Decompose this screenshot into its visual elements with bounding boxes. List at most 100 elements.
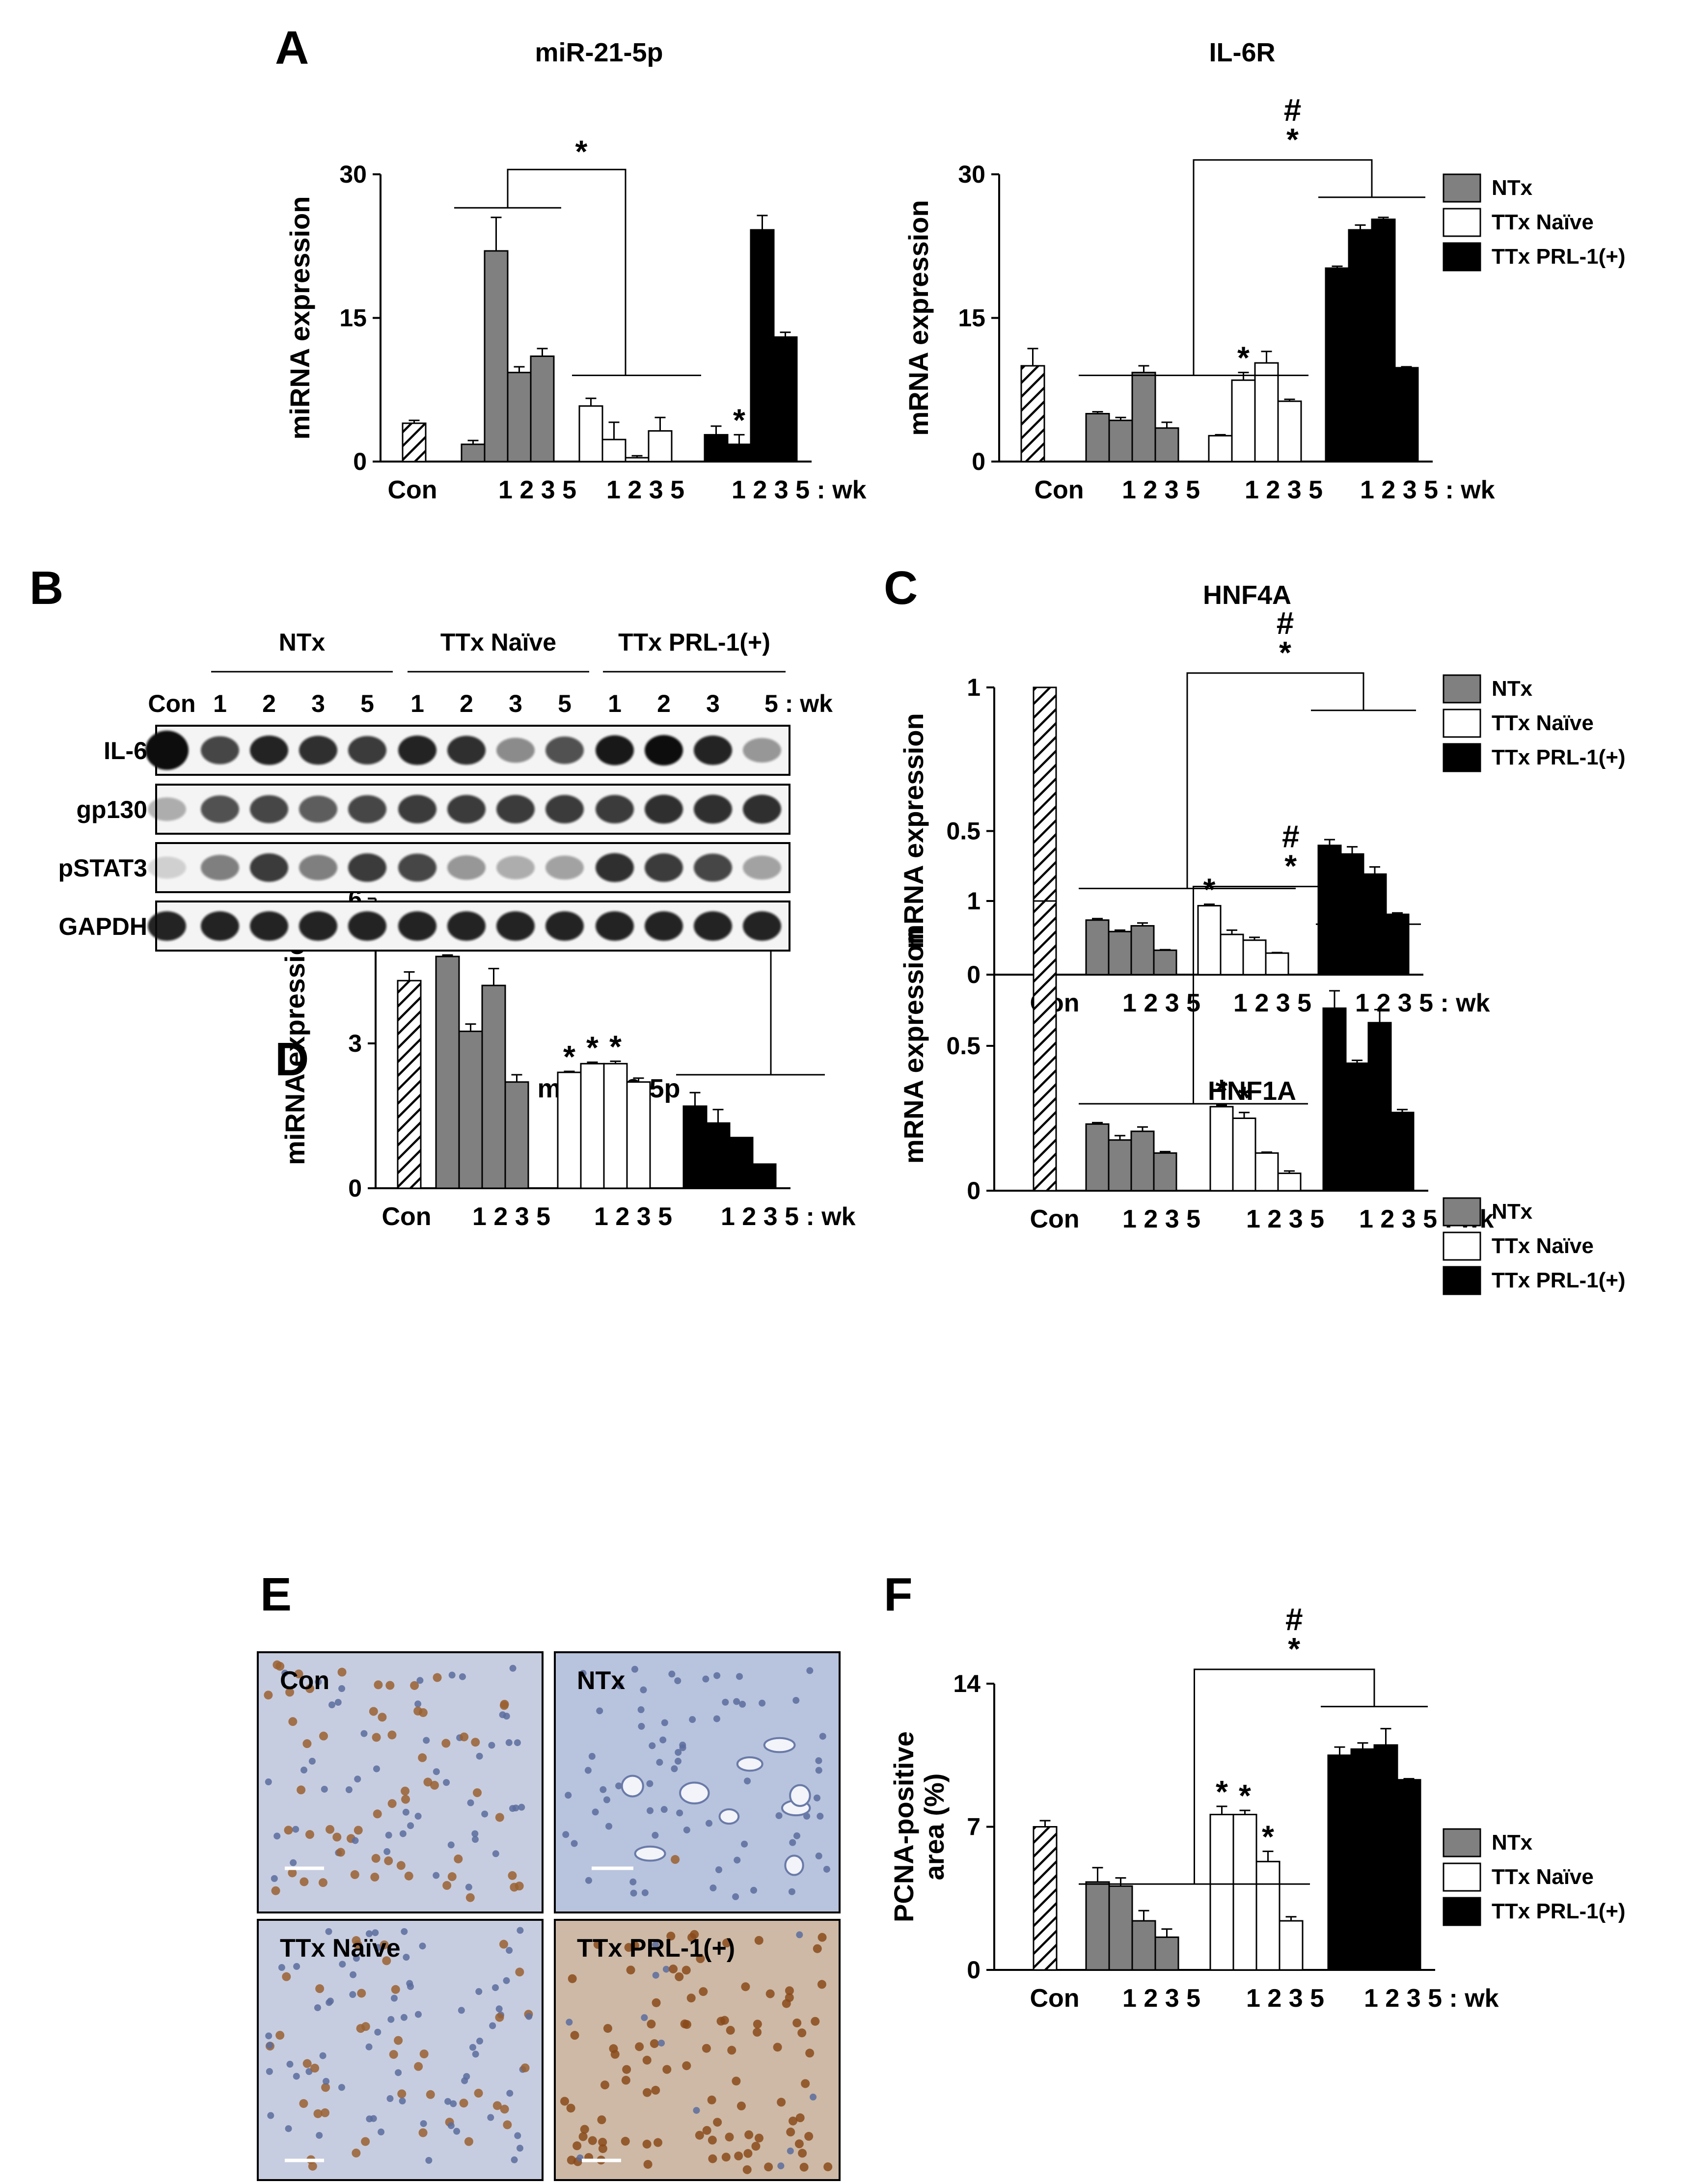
bar-s0-w3 [1153, 1152, 1177, 1192]
histology-nucleus [495, 1813, 504, 1822]
histology-nucleus [660, 1806, 668, 1813]
blot-lane-label: 1 [213, 690, 227, 717]
histology-nucleus [444, 2098, 452, 2105]
histology-nucleus [777, 2162, 785, 2170]
histology-nucleus [690, 1930, 699, 1939]
histology-nucleus [354, 1826, 363, 1835]
blot-lane-label: 2 [460, 690, 473, 717]
legend-swatch [1443, 1828, 1481, 1857]
histology-nucleus [721, 2153, 731, 2162]
histology-nucleus [713, 2118, 722, 2127]
histology-nucleus [374, 2028, 381, 2036]
histology-nucleus [572, 2141, 582, 2151]
histology-nucleus [516, 2145, 523, 2152]
histology-nucleus [725, 2132, 734, 2142]
histology-nucleus [656, 1759, 663, 1766]
x-group-label: 1 2 3 5 [472, 1202, 550, 1231]
histology-nucleus [401, 1786, 410, 1796]
x-group-label: 1 2 3 5 [1122, 1984, 1200, 2013]
blot-band [145, 731, 189, 770]
legend-swatch [1443, 1897, 1481, 1926]
chart-title: IL-6R [1209, 38, 1276, 67]
histology-nucleus [384, 1856, 393, 1865]
x-group-label: 1 2 3 5 [1246, 1984, 1324, 2013]
histology-nucleus [369, 1707, 378, 1716]
blot-row-label: IL-6 [104, 737, 147, 764]
histology-nucleus [732, 1893, 739, 1900]
blot-band [694, 911, 732, 941]
histology-nucleus [753, 2027, 762, 2037]
histology-nucleus [739, 1700, 746, 1708]
bar-s1-w2 [603, 1063, 628, 1189]
histology-nucleus [713, 1715, 720, 1722]
x-group-label: 1 2 3 5 [498, 476, 576, 504]
significance-star: * [1262, 1819, 1274, 1854]
histology-nucleus [472, 2050, 479, 2058]
histology-nucleus [327, 1997, 334, 2005]
histology-nucleus [668, 1670, 676, 1678]
histology-nucleus [560, 2097, 570, 2106]
histology-nucleus [785, 1993, 794, 2002]
histology-nucleus [686, 1993, 696, 2003]
x-group-label: 1 2 3 5 [594, 1202, 672, 1231]
bar-s2-w3 [752, 1163, 777, 1189]
panel-label-c: C [884, 562, 918, 614]
histology-duct [718, 1808, 740, 1825]
bar-s1-w1 [1232, 1118, 1256, 1192]
histology-nucleus [489, 2022, 496, 2029]
y-tick-label: 15 [958, 304, 985, 332]
histology-nucleus [378, 1713, 387, 1722]
histology-nucleus [305, 1684, 315, 1693]
bar-s0-w3 [1153, 949, 1177, 976]
histology-nucleus [511, 2156, 518, 2163]
blot-band [743, 855, 781, 880]
blot-band [398, 911, 436, 941]
histology-nucleus [588, 1753, 596, 1760]
legend-swatch [1443, 674, 1481, 704]
histology-nucleus [353, 1955, 360, 1962]
histology-nucleus [675, 1748, 682, 1756]
histology-nucleus [786, 2128, 795, 2137]
histology-nucleus [813, 1794, 820, 1802]
histology-nucleus [708, 2135, 717, 2145]
bar-s0-w1 [1108, 930, 1132, 976]
blot-band [250, 853, 288, 882]
bar-s0-w0 [1085, 919, 1110, 976]
histology-nucleus [433, 1872, 440, 1879]
bar-s1-w2 [1242, 939, 1267, 976]
histology-panels: Con NTx TTx Naïve TTx PRL-1(+) [257, 1651, 841, 2181]
histology-nucleus [275, 1662, 285, 1671]
bracket-connector [1193, 886, 1369, 1104]
blot-band [447, 855, 486, 880]
histology-nucleus [732, 2076, 741, 2086]
histology-nucleus [402, 1808, 409, 1816]
histology-nucleus [273, 1832, 281, 1840]
histology-nucleus [407, 1822, 414, 1829]
x-group-label: 1 2 3 5 [606, 476, 684, 504]
histology-nucleus [652, 1998, 661, 2007]
histology-nucleus [318, 1878, 327, 1887]
histology-nucleus [793, 1832, 801, 1839]
histology-nucleus [795, 2113, 805, 2123]
bar-s1-w3 [1277, 400, 1302, 463]
histology-nucleus [662, 1966, 670, 1973]
histology-nucleus [481, 1810, 489, 1818]
x-group-label: 1 2 3 5 [1122, 1205, 1200, 1233]
histology-panel [257, 1919, 544, 2181]
histology-nucleus [805, 2048, 815, 2058]
blot-band [201, 911, 239, 941]
histology-nucleus [416, 1677, 424, 1684]
bar-s0-w1 [1108, 1139, 1132, 1192]
bar-s0-w3 [530, 355, 555, 463]
bar-s1-w0 [1209, 1106, 1234, 1192]
histology-nucleus [599, 1786, 607, 1793]
bar-s0-w0 [1085, 1123, 1110, 1192]
panel-label-d: D [275, 1033, 309, 1086]
histology-nucleus [467, 1799, 474, 1806]
histology-nucleus [576, 2154, 584, 2161]
histology-nucleus [423, 1737, 430, 1744]
blot-band [596, 735, 634, 765]
histology-nucleus [796, 1931, 803, 1938]
bar-s1-w3 [1279, 1920, 1304, 1971]
histology-nucleus [518, 1803, 525, 1811]
